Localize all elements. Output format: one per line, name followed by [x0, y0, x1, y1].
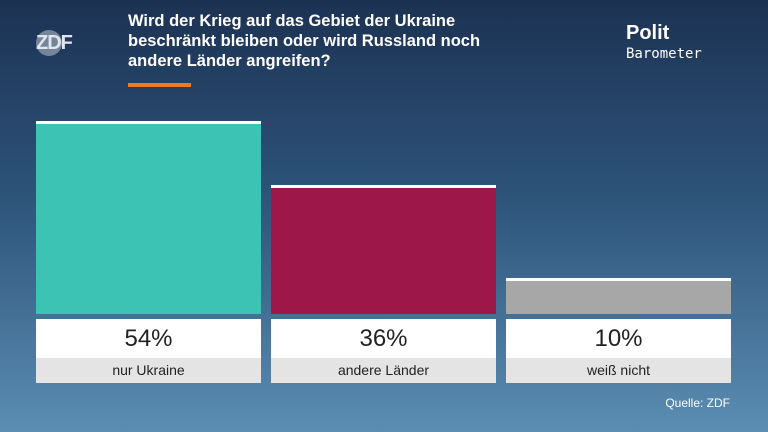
value-label: 10% [506, 319, 731, 358]
bar [506, 278, 731, 314]
value-label: 54% [36, 319, 261, 358]
category-label: andere Länder [271, 358, 496, 383]
value-label: 36% [271, 319, 496, 358]
source: Quelle: ZDF [665, 396, 730, 410]
brand: Polit [626, 22, 670, 44]
brand: Barometer [626, 46, 702, 62]
logo: ZDF [36, 32, 73, 54]
category-label: nur Ukraine [36, 358, 261, 383]
bar [36, 121, 261, 314]
logo-mark [36, 30, 62, 56]
bar [271, 185, 496, 314]
title-underline [128, 83, 191, 87]
chart-title: Wird der Krieg auf das Gebiet der Ukrain… [128, 12, 481, 70]
category-label: weiß nicht [506, 358, 731, 383]
